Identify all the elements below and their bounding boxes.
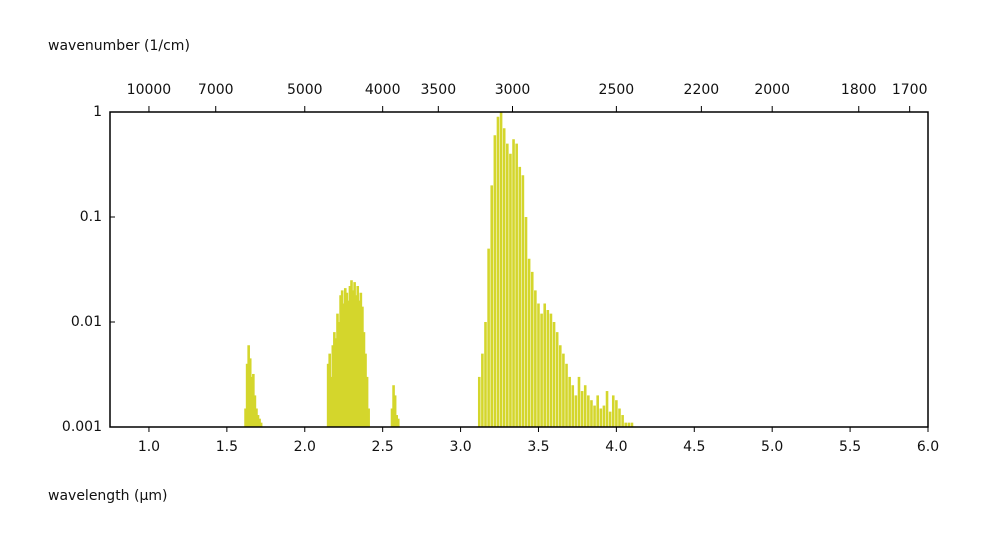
x-tick-label: 4.0	[605, 439, 627, 455]
plot-frame	[109, 111, 929, 428]
x-tick-label: 5.5	[839, 439, 861, 455]
top-tick-label: 2200	[684, 82, 720, 98]
x-tick-label: 4.5	[683, 439, 705, 455]
x-tick-label: 3.0	[449, 439, 471, 455]
y-tick-label: 0.001	[62, 419, 102, 435]
y-tick-label: 1	[93, 104, 102, 120]
top-tick-label: 1700	[892, 82, 928, 98]
top-tick-label: 4000	[365, 82, 401, 98]
top-tick-label: 10000	[127, 82, 172, 98]
top-tick-label: 2500	[599, 82, 635, 98]
top-axis-title: wavenumber (1/cm)	[48, 38, 190, 54]
y-tick-label: 0.1	[80, 209, 102, 225]
x-tick-label: 5.0	[761, 439, 783, 455]
x-tick-label: 2.5	[372, 439, 394, 455]
x-tick-label: 1.5	[216, 439, 238, 455]
top-tick-label: 3000	[495, 82, 531, 98]
x-tick-label: 3.5	[527, 439, 549, 455]
x-tick-label: 6.0	[917, 439, 939, 455]
top-tick-label: 1800	[841, 82, 877, 98]
top-tick-label: 2000	[754, 82, 790, 98]
top-tick-label: 7000	[198, 82, 234, 98]
x-axis-title: wavelength (µm)	[48, 488, 167, 504]
top-tick-label: 5000	[287, 82, 323, 98]
y-tick-label: 0.01	[71, 314, 102, 330]
top-tick-label: 3500	[420, 82, 456, 98]
x-tick-label: 1.0	[138, 439, 160, 455]
x-tick-label: 2.0	[294, 439, 316, 455]
